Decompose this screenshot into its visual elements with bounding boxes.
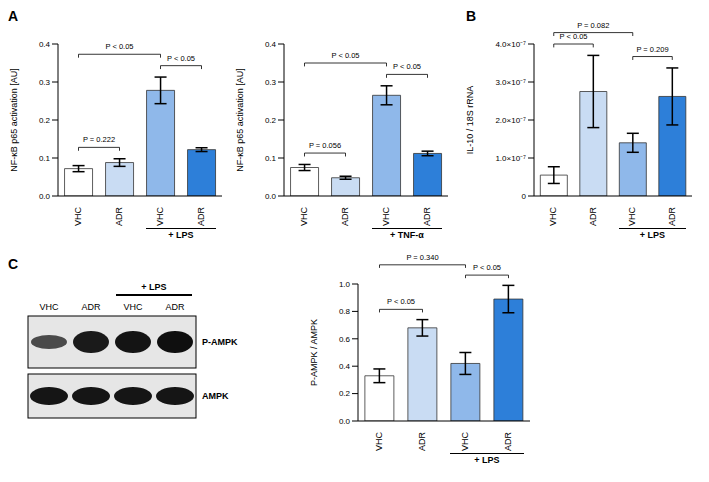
svg-text:P < 0.05: P < 0.05	[105, 42, 133, 51]
svg-text:VHC: VHC	[123, 302, 143, 312]
svg-text:P < 0.05: P < 0.05	[331, 51, 359, 60]
html-text:A: A	[8, 8, 19, 24]
svg-text:P = 0.082: P = 0.082	[577, 21, 609, 30]
html-text:C: C	[8, 256, 19, 272]
svg-text:VHC: VHC	[548, 207, 558, 227]
svg-text:0.2: 0.2	[265, 116, 277, 125]
svg-text:P = 0.209: P = 0.209	[636, 45, 668, 54]
svg-text:P < 0.05: P < 0.05	[387, 297, 415, 306]
svg-text:P = 0.340: P = 0.340	[406, 253, 438, 262]
svg-text:ADR: ADR	[422, 207, 432, 227]
svg-text:0.8: 0.8	[339, 307, 351, 316]
svg-text:VHC: VHC	[460, 432, 470, 452]
svg-text:0.0: 0.0	[339, 417, 351, 426]
svg-text:P-AMPK / AMPK: P-AMPK / AMPK	[309, 319, 319, 386]
svg-text:VHC: VHC	[627, 207, 637, 227]
svg-text:1.0: 1.0	[339, 280, 351, 289]
svg-text:P < 0.05: P < 0.05	[559, 32, 587, 41]
svg-text:0.2: 0.2	[339, 389, 351, 398]
svg-text:0.1: 0.1	[39, 154, 51, 163]
svg-text:0.4: 0.4	[39, 40, 51, 49]
svg-text:1.0×10⁻⁷: 1.0×10⁻⁷	[495, 154, 526, 163]
svg-text:0.6: 0.6	[339, 335, 351, 344]
svg-text:AMPK: AMPK	[202, 391, 229, 401]
html-text:+ LPS: + LPS	[639, 230, 666, 240]
svg-text:0.4: 0.4	[339, 362, 351, 371]
svg-text:IL-10 / 18S rRNA: IL-10 / 18S rRNA	[465, 86, 475, 155]
svg-text:VHC: VHC	[39, 302, 59, 312]
svg-text:3.0×10⁻⁷: 3.0×10⁻⁷	[495, 78, 526, 87]
svg-text:ADR: ADR	[81, 302, 101, 312]
svg-text:P < 0.05: P < 0.05	[473, 263, 501, 272]
svg-text:NF-κB p65 activation [AU]: NF-κB p65 activation [AU]	[9, 68, 19, 172]
svg-text:ADR: ADR	[196, 207, 206, 227]
svg-text:ADR: ADR	[417, 432, 427, 452]
svg-text:P = 0.222: P = 0.222	[83, 135, 115, 144]
svg-text:VHC: VHC	[155, 207, 165, 227]
html-text:B: B	[466, 8, 477, 24]
svg-text:0.0: 0.0	[265, 192, 277, 201]
svg-text:P < 0.05: P < 0.05	[393, 62, 421, 71]
svg-text:ADR: ADR	[588, 207, 598, 227]
html-text:+ TNF-α: + TNF-α	[390, 230, 424, 240]
svg-text:0: 0	[522, 192, 527, 201]
svg-text:ADR: ADR	[667, 207, 677, 227]
svg-text:ADR: ADR	[165, 302, 185, 312]
svg-text:0.3: 0.3	[265, 78, 277, 87]
svg-text:VHC: VHC	[381, 207, 391, 227]
svg-text:0.4: 0.4	[265, 40, 277, 49]
svg-text:VHC: VHC	[374, 432, 384, 452]
svg-text:0.3: 0.3	[39, 78, 51, 87]
svg-text:P-AMPK: P-AMPK	[202, 337, 238, 347]
svg-text:NF-κB p65 activation [AU]: NF-κB p65 activation [AU]	[235, 68, 245, 172]
svg-text:P < 0.05: P < 0.05	[167, 54, 195, 63]
svg-text:0.2: 0.2	[39, 116, 51, 125]
svg-text:4.0×10⁻⁷: 4.0×10⁻⁷	[495, 40, 526, 49]
html-text:+ LPS: + LPS	[474, 455, 500, 465]
svg-text:ADR: ADR	[503, 432, 513, 452]
svg-text:ADR: ADR	[114, 207, 124, 227]
svg-text:P = 0.056: P = 0.056	[309, 141, 341, 150]
svg-text:VHC: VHC	[73, 207, 83, 227]
svg-text:VHC: VHC	[299, 207, 309, 227]
svg-text:2.0×10⁻⁷: 2.0×10⁻⁷	[495, 116, 526, 125]
svg-text:0.0: 0.0	[39, 192, 51, 201]
svg-text:ADR: ADR	[340, 207, 350, 227]
svg-text:0.1: 0.1	[265, 154, 277, 163]
svg-text:+ LPS: + LPS	[141, 282, 166, 292]
html-text:+ LPS: + LPS	[168, 230, 194, 240]
